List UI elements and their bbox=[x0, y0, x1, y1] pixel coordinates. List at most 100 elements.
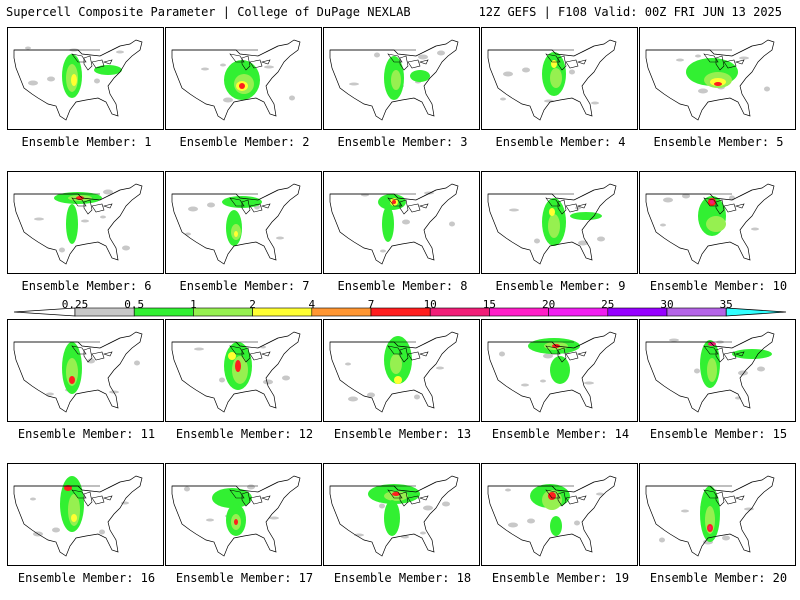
scp-contour-blob bbox=[509, 208, 519, 212]
scp-contour-blob bbox=[738, 370, 748, 376]
ensemble-member-label: Ensemble Member: 13 bbox=[333, 427, 472, 441]
scp-contour-blob bbox=[499, 351, 505, 357]
us-border bbox=[171, 331, 301, 413]
scp-contour-blob bbox=[28, 80, 38, 86]
us-border bbox=[171, 475, 301, 557]
scp-contour-blob bbox=[52, 527, 60, 533]
scp-contour-blob bbox=[71, 74, 77, 86]
legend-tick-label: 10 bbox=[423, 298, 437, 311]
legend-tick-label: 4 bbox=[308, 298, 316, 311]
map-panel bbox=[481, 319, 638, 422]
us-border bbox=[329, 331, 459, 413]
scp-contour-blob bbox=[708, 526, 712, 530]
canada-border bbox=[488, 337, 595, 345]
great-lake bbox=[241, 491, 251, 507]
great-lake bbox=[418, 59, 429, 65]
scp-contour-blob bbox=[276, 236, 284, 240]
map-panel bbox=[639, 463, 796, 566]
great-lake bbox=[387, 345, 403, 355]
great-lake bbox=[407, 59, 421, 69]
scp-contour-blob bbox=[714, 82, 722, 86]
great-lake bbox=[407, 495, 421, 505]
map-panel bbox=[7, 463, 164, 566]
scp-contour-blob bbox=[206, 518, 214, 522]
great-lake bbox=[241, 199, 251, 215]
canada-border bbox=[646, 189, 753, 197]
us-map bbox=[329, 183, 459, 265]
scp-contour-blob bbox=[234, 519, 238, 525]
scp-contour-blob bbox=[380, 249, 386, 253]
great-lake bbox=[229, 489, 245, 499]
scp-contour-blob bbox=[220, 63, 226, 67]
scp-contour-blob bbox=[757, 366, 765, 372]
scp-contour-blob bbox=[414, 394, 420, 400]
scp-contour-blob bbox=[521, 383, 529, 387]
great-lake bbox=[557, 199, 567, 215]
legend-swatch bbox=[370, 307, 431, 317]
us-map bbox=[171, 183, 301, 265]
ensemble-member-label: Ensemble Member: 10 bbox=[649, 279, 788, 293]
great-lake bbox=[91, 351, 105, 361]
scp-contour-blob bbox=[597, 236, 605, 242]
us-map bbox=[487, 183, 617, 265]
great-lake bbox=[399, 347, 409, 363]
scp-contour-blob bbox=[694, 368, 700, 374]
map-panel bbox=[481, 27, 638, 130]
great-lake bbox=[91, 495, 105, 505]
scp-contour-blob bbox=[69, 376, 75, 384]
scp-contour-blob bbox=[676, 58, 684, 62]
scp-contour-blob bbox=[418, 54, 428, 60]
scp-contour-blob bbox=[122, 245, 130, 251]
scp-contour-blob bbox=[239, 83, 245, 89]
great-lake bbox=[565, 59, 579, 69]
great-lake bbox=[387, 197, 403, 207]
scp-contour-blob bbox=[185, 232, 191, 236]
us-border bbox=[645, 183, 775, 265]
scp-contour-blob bbox=[681, 509, 689, 513]
scp-contour-blob bbox=[660, 223, 666, 227]
scp-contour-blob bbox=[99, 529, 105, 535]
scp-contour-blob bbox=[188, 206, 198, 212]
map-panel bbox=[481, 171, 638, 274]
us-border bbox=[171, 39, 301, 121]
scp-contour-blob bbox=[392, 200, 396, 204]
us-map bbox=[329, 39, 459, 121]
legend-swatch bbox=[311, 307, 372, 317]
ensemble-member-label: Ensemble Member: 11 bbox=[17, 427, 156, 441]
scp-contour-blob bbox=[66, 204, 78, 244]
great-lake bbox=[399, 491, 409, 507]
scp-contour-blob bbox=[47, 76, 55, 82]
page-title: Supercell Composite Parameter | College … bbox=[6, 5, 411, 19]
great-lake bbox=[734, 59, 745, 65]
great-lake bbox=[545, 197, 561, 207]
us-border bbox=[329, 475, 459, 557]
scp-contour-blob bbox=[349, 82, 359, 86]
us-map bbox=[329, 475, 459, 557]
us-map bbox=[329, 331, 459, 413]
legend-swatch bbox=[607, 307, 668, 317]
legend-tick-label: 7 bbox=[367, 298, 375, 311]
scp-contour-blob bbox=[549, 208, 555, 216]
legend-swatch bbox=[193, 307, 253, 317]
map-panel bbox=[481, 463, 638, 566]
great-lake bbox=[102, 495, 113, 501]
scp-contour-blob bbox=[134, 360, 140, 366]
ensemble-member-label: Ensemble Member: 5 bbox=[653, 135, 784, 149]
great-lake bbox=[260, 495, 271, 501]
canada-border bbox=[330, 337, 437, 345]
scp-contour-blob bbox=[659, 537, 665, 543]
scp-contour-blob bbox=[66, 358, 78, 386]
great-lake bbox=[387, 53, 403, 63]
canada-border bbox=[330, 481, 437, 489]
great-lake bbox=[71, 345, 87, 355]
us-map bbox=[171, 331, 301, 413]
scp-contour-blob bbox=[505, 488, 511, 492]
scp-contour-blob bbox=[522, 67, 530, 73]
scp-contour-blob bbox=[394, 376, 402, 384]
color-legend bbox=[13, 307, 787, 317]
canada-border bbox=[172, 337, 279, 345]
legend-tick-label: 15 bbox=[482, 298, 497, 311]
us-border bbox=[487, 331, 617, 413]
us-border bbox=[13, 183, 143, 265]
legend-max-arrow bbox=[725, 307, 787, 317]
